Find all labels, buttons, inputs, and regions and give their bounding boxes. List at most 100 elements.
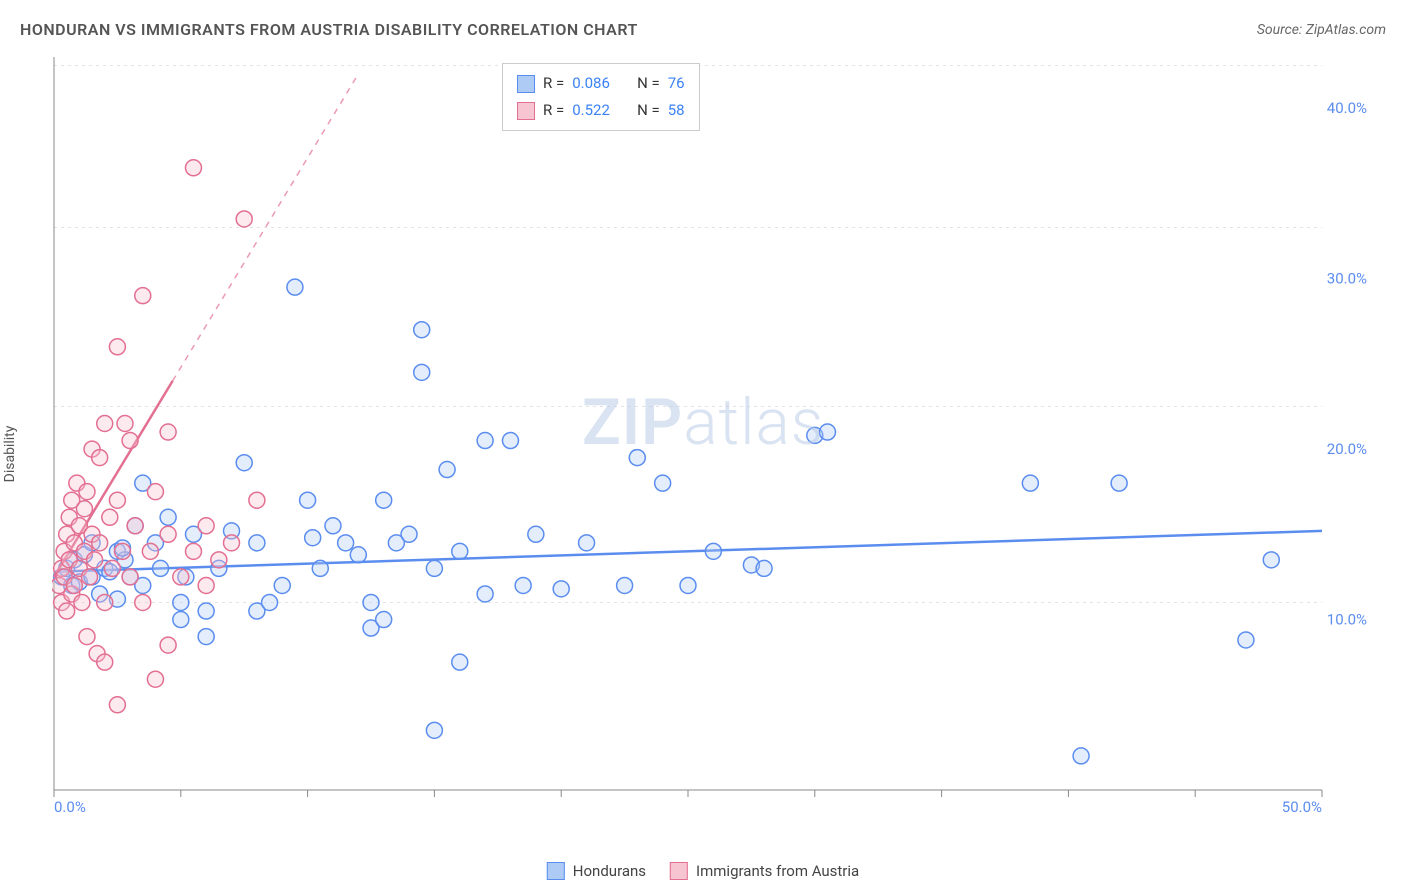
data-point: [426, 722, 442, 738]
data-point: [426, 560, 442, 576]
data-point: [97, 416, 113, 432]
data-point: [376, 612, 392, 628]
y-tick-label: 20.0%: [1327, 440, 1367, 458]
data-point: [135, 594, 151, 610]
data-point: [1073, 748, 1089, 764]
data-point: [502, 433, 518, 449]
header-row: HONDURAN VS IMMIGRANTS FROM AUSTRIA DISA…: [20, 20, 1386, 39]
data-point: [66, 577, 82, 593]
data-point: [117, 416, 133, 432]
data-point: [92, 535, 108, 551]
data-point: [1263, 552, 1279, 568]
data-point: [185, 543, 201, 559]
data-point: [198, 629, 214, 645]
data-point: [147, 671, 163, 687]
r-label: R =: [543, 70, 564, 97]
data-point: [287, 279, 303, 295]
stats-legend: R = 0.086 N = 76 R = 0.522 N = 58: [502, 63, 700, 131]
series-legend: Hondurans Immigrants from Austria: [547, 862, 859, 880]
data-point: [79, 629, 95, 645]
data-point: [274, 577, 290, 593]
data-point: [74, 594, 90, 610]
data-point: [76, 501, 92, 517]
data-point: [414, 364, 430, 380]
data-point: [173, 612, 189, 628]
data-point: [262, 594, 278, 610]
data-point: [185, 160, 201, 176]
data-point: [1022, 475, 1038, 491]
data-point: [477, 433, 493, 449]
data-point: [59, 603, 75, 619]
data-point: [82, 569, 98, 585]
data-point: [300, 492, 316, 508]
y-tick-label: 40.0%: [1327, 99, 1367, 117]
data-point: [1111, 475, 1127, 491]
data-point: [655, 475, 671, 491]
data-point: [109, 492, 125, 508]
data-point: [249, 535, 265, 551]
data-point: [104, 560, 120, 576]
y-axis-label: Disability: [2, 426, 18, 483]
data-point: [211, 552, 227, 568]
data-point: [92, 450, 108, 466]
data-point: [325, 518, 341, 534]
chart-container: HONDURAN VS IMMIGRANTS FROM AUSTRIA DISA…: [0, 0, 1406, 892]
data-point: [173, 594, 189, 610]
data-point: [312, 560, 328, 576]
source-attribution: Source: ZipAtlas.com: [1257, 22, 1386, 38]
data-point: [338, 535, 354, 551]
data-point: [414, 322, 430, 338]
data-point: [452, 654, 468, 670]
data-point: [1238, 632, 1254, 648]
data-point: [350, 547, 366, 563]
data-point: [109, 339, 125, 355]
data-point: [153, 560, 169, 576]
data-point: [160, 424, 176, 440]
stats-legend-row: R = 0.522 N = 58: [517, 97, 685, 124]
n-label: N =: [637, 70, 660, 97]
r-value: 0.522: [572, 97, 610, 124]
data-point: [160, 509, 176, 525]
stats-legend-row: R = 0.086 N = 76: [517, 70, 685, 97]
legend-item: Hondurans: [547, 862, 646, 880]
x-tick-label: 0.0%: [54, 798, 86, 815]
n-value: 58: [668, 97, 685, 124]
data-point: [477, 586, 493, 602]
data-point: [401, 526, 417, 542]
n-label: N =: [637, 97, 660, 124]
data-point: [97, 594, 113, 610]
data-point: [705, 543, 721, 559]
data-point: [452, 543, 468, 559]
legend-swatch: [517, 102, 535, 120]
data-point: [617, 577, 633, 593]
legend-item: Immigrants from Austria: [670, 862, 859, 880]
data-point: [528, 526, 544, 542]
source-label: Source:: [1257, 22, 1302, 38]
data-point: [553, 581, 569, 597]
data-point: [79, 484, 95, 500]
legend-swatch: [670, 862, 688, 880]
data-point: [127, 518, 143, 534]
data-point: [515, 577, 531, 593]
data-point: [102, 509, 118, 525]
data-point: [819, 424, 835, 440]
legend-label: Hondurans: [573, 862, 646, 880]
data-point: [363, 594, 379, 610]
data-point: [236, 455, 252, 471]
data-point: [87, 552, 103, 568]
data-point: [198, 518, 214, 534]
data-point: [122, 433, 138, 449]
data-point: [142, 543, 158, 559]
data-point: [97, 654, 113, 670]
source-name: ZipAtlas.com: [1306, 22, 1386, 38]
data-point: [376, 492, 392, 508]
chart-title: HONDURAN VS IMMIGRANTS FROM AUSTRIA DISA…: [20, 20, 638, 39]
n-value: 76: [668, 70, 685, 97]
data-point: [198, 577, 214, 593]
x-tick-label: 50.0%: [1282, 798, 1322, 815]
data-point: [236, 211, 252, 227]
y-tick-label: 30.0%: [1327, 270, 1367, 288]
data-point: [160, 526, 176, 542]
data-point: [756, 560, 772, 576]
data-point: [579, 535, 595, 551]
